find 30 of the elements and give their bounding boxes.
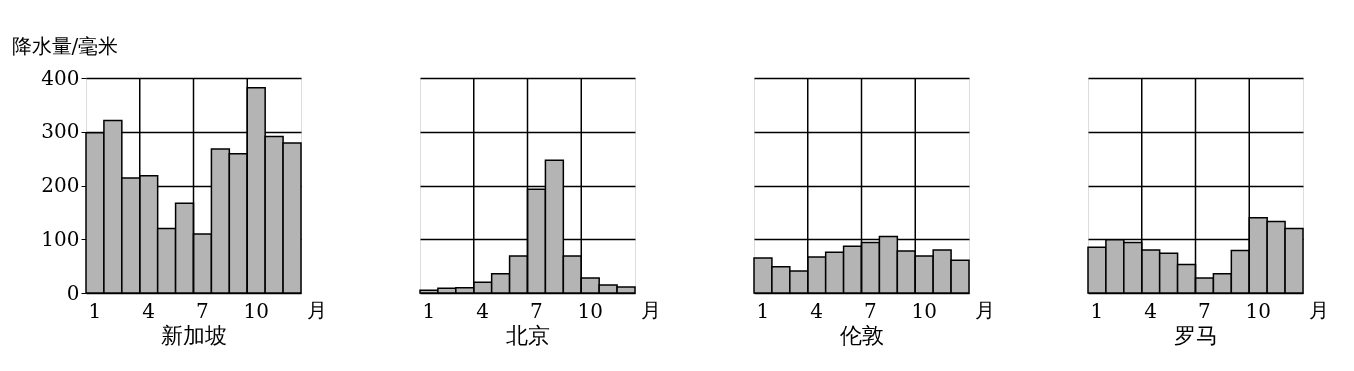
y-tick-label: 0	[66, 280, 80, 305]
x-tick-label: 10	[577, 298, 603, 323]
x-tick-label: 7	[530, 298, 543, 323]
y-tick-label: 100	[41, 226, 80, 251]
x-tick-label: 10	[911, 298, 937, 323]
x-axis-title: 新加坡	[161, 322, 227, 348]
x-tick-label: 1	[422, 298, 436, 323]
text: 月	[975, 298, 995, 322]
y-tick-label: 300	[41, 119, 80, 144]
y-axis-title: 降水量/毫米	[11, 33, 119, 58]
x-tick-label: 7	[196, 298, 209, 323]
text: 月	[1309, 298, 1329, 322]
x-tick-label: 1	[88, 298, 102, 323]
x-tick-label: 4	[810, 298, 824, 323]
x-tick-label: 1	[756, 298, 770, 323]
x-tick-label: 4	[476, 298, 490, 323]
text: 月	[307, 298, 327, 322]
text: 月	[641, 298, 661, 322]
x-axis-title: 北京	[506, 322, 550, 348]
x-tick-label: 1	[1090, 298, 1104, 323]
y-tick-label: 400	[41, 65, 80, 90]
x-tick-label: 4	[1144, 298, 1158, 323]
x-tick-label: 10	[243, 298, 269, 323]
x-tick-label: 4	[142, 298, 156, 323]
y-tick-label: 200	[41, 173, 80, 197]
x-axis-title: 伦敦	[840, 322, 884, 348]
x-tick-label: 7	[1198, 298, 1211, 323]
x-axis-title: 罗马	[1174, 322, 1218, 348]
x-tick-label: 7	[864, 298, 877, 323]
x-tick-label: 10	[1245, 298, 1271, 323]
